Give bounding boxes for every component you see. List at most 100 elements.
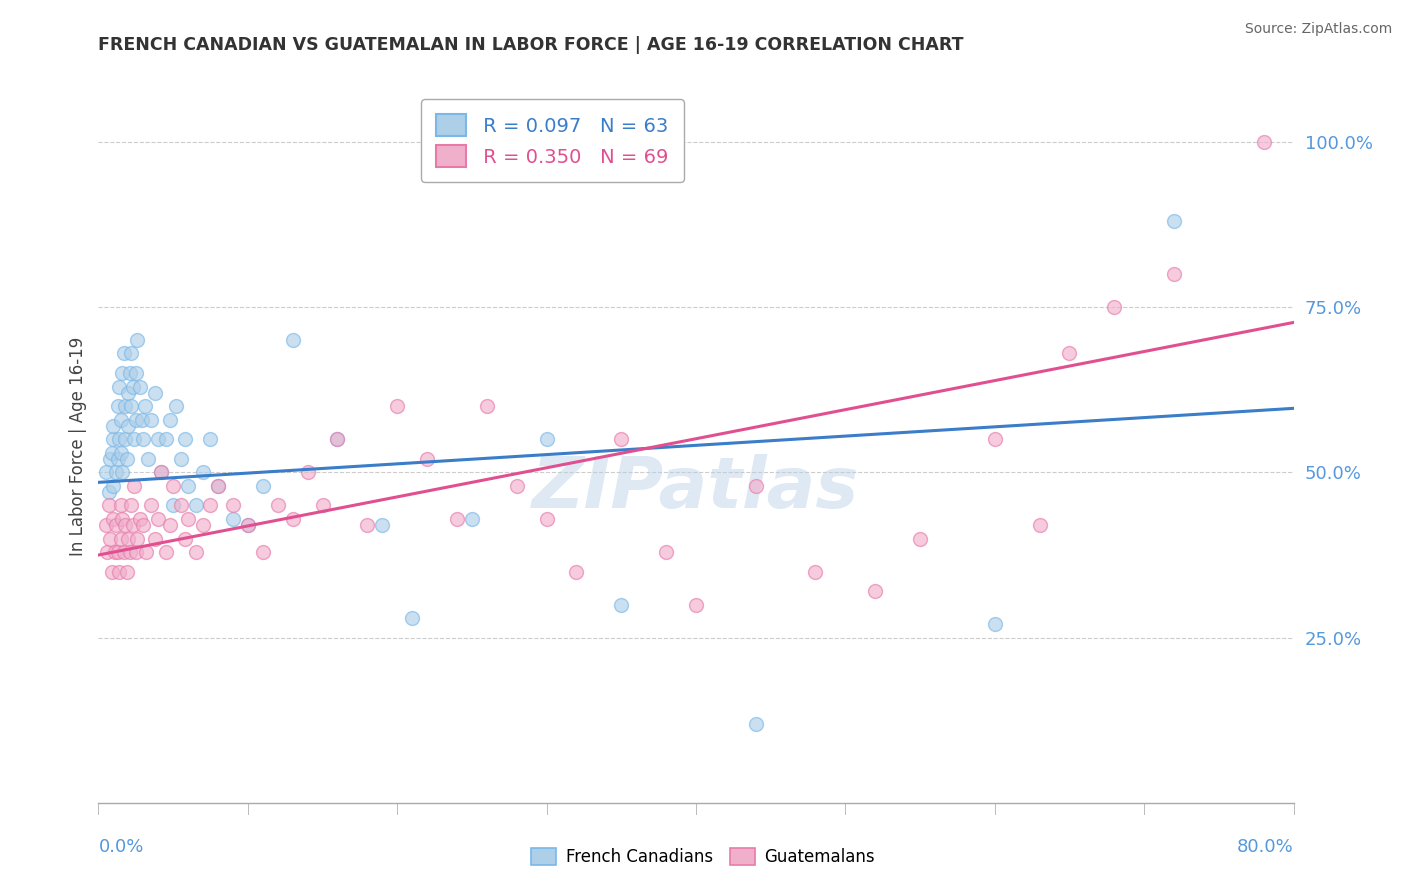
Point: [148, 511, 170, 525]
Point: [111, 466, 134, 480]
Legend: French Canadians, Guatemalans: French Canadians, Guatemalans: [523, 840, 883, 875]
Point: [385, 400, 409, 414]
Point: [112, 545, 135, 559]
Point: [326, 433, 349, 447]
Point: [114, 433, 136, 447]
Point: [135, 545, 157, 559]
Point: [104, 545, 127, 559]
Point: [143, 386, 166, 401]
Point: [117, 419, 139, 434]
Point: [136, 452, 159, 467]
Point: [103, 478, 125, 492]
Point: [98, 532, 122, 546]
Point: [610, 433, 633, 447]
Point: [139, 412, 162, 426]
Point: [371, 518, 394, 533]
Point: [124, 478, 146, 492]
Point: [536, 511, 558, 525]
Point: [107, 545, 129, 559]
Point: [110, 532, 132, 546]
Point: [184, 499, 207, 513]
Point: [416, 452, 439, 467]
Point: [97, 485, 120, 500]
Point: [174, 532, 197, 546]
Point: [236, 518, 259, 533]
Point: [118, 545, 141, 559]
Point: [114, 518, 136, 533]
Point: [162, 499, 184, 513]
Point: [97, 499, 120, 513]
Point: [143, 532, 166, 546]
Point: [177, 511, 200, 525]
Text: Source: ZipAtlas.com: Source: ZipAtlas.com: [1244, 22, 1392, 37]
Y-axis label: In Labor Force | Age 16-19: In Labor Force | Age 16-19: [69, 336, 87, 556]
Point: [118, 367, 141, 381]
Legend:  R = 0.097   N = 63,  R = 0.350   N = 69: R = 0.097 N = 63, R = 0.350 N = 69: [420, 99, 685, 182]
Point: [326, 433, 349, 447]
Point: [1059, 346, 1081, 360]
Point: [150, 466, 173, 480]
Point: [565, 565, 588, 579]
Point: [120, 346, 142, 360]
Point: [191, 518, 214, 533]
Point: [281, 511, 304, 525]
Point: [267, 499, 290, 513]
Point: [125, 545, 148, 559]
Point: [107, 400, 129, 414]
Point: [121, 518, 143, 533]
Point: [222, 499, 245, 513]
Point: [115, 452, 138, 467]
Point: [112, 346, 135, 360]
Point: [125, 412, 148, 426]
Point: [105, 466, 128, 480]
Point: [908, 532, 931, 546]
Point: [98, 452, 122, 467]
Point: [127, 532, 149, 546]
Point: [108, 565, 131, 579]
Point: [191, 466, 214, 480]
Point: [162, 478, 184, 492]
Point: [129, 511, 152, 525]
Point: [1104, 300, 1126, 314]
Point: [105, 518, 128, 533]
Point: [155, 545, 177, 559]
Point: [281, 333, 304, 347]
Point: [111, 367, 134, 381]
Point: [745, 716, 768, 731]
Point: [200, 433, 222, 447]
Point: [148, 433, 170, 447]
Point: [150, 466, 173, 480]
Text: 0.0%: 0.0%: [98, 838, 143, 856]
Point: [169, 452, 191, 467]
Point: [536, 433, 558, 447]
Point: [103, 511, 125, 525]
Point: [401, 611, 423, 625]
Point: [207, 478, 229, 492]
Point: [94, 518, 117, 533]
Text: FRENCH CANADIAN VS GUATEMALAN IN LABOR FORCE | AGE 16-19 CORRELATION CHART: FRENCH CANADIAN VS GUATEMALAN IN LABOR F…: [98, 36, 965, 54]
Point: [120, 499, 142, 513]
Point: [200, 499, 222, 513]
Point: [110, 445, 132, 459]
Point: [117, 386, 139, 401]
Point: [114, 400, 136, 414]
Point: [1163, 267, 1185, 281]
Text: ZIPatlas: ZIPatlas: [533, 454, 859, 524]
Point: [127, 333, 149, 347]
Point: [1253, 135, 1275, 149]
Point: [131, 412, 153, 426]
Point: [236, 518, 259, 533]
Point: [132, 518, 155, 533]
Point: [139, 499, 162, 513]
Point: [174, 433, 197, 447]
Point: [207, 478, 229, 492]
Point: [103, 419, 125, 434]
Point: [1163, 214, 1185, 228]
Text: 80.0%: 80.0%: [1237, 838, 1294, 856]
Point: [108, 433, 131, 447]
Point: [159, 518, 181, 533]
Point: [222, 511, 245, 525]
Point: [124, 433, 146, 447]
Point: [169, 499, 191, 513]
Point: [121, 379, 143, 393]
